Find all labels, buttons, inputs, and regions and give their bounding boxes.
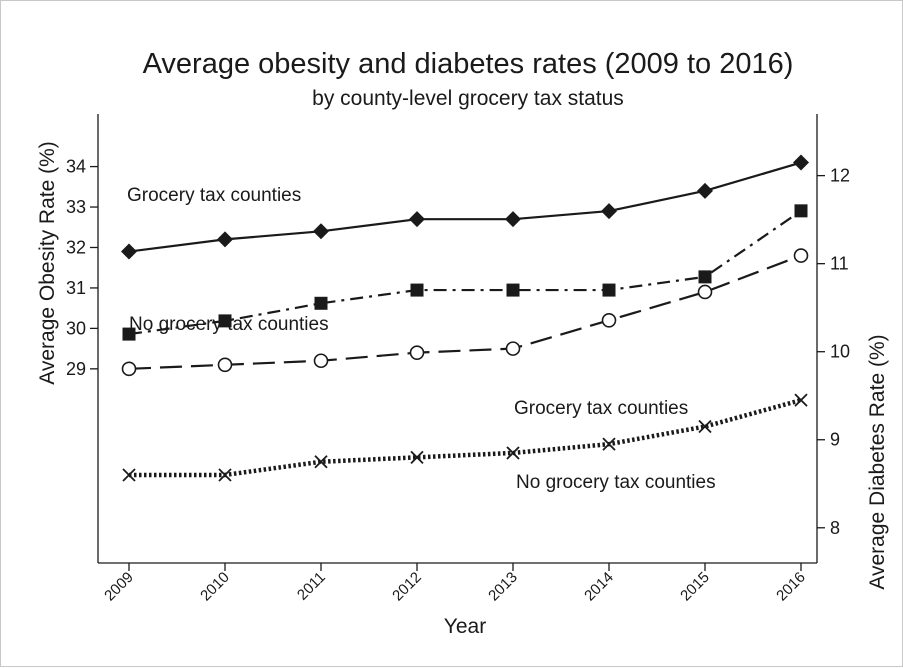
x-marker (314, 455, 328, 469)
series-line (129, 397, 802, 478)
series-3 (122, 393, 808, 482)
left-tick-label: 31 (66, 278, 86, 298)
left-tick-label: 32 (66, 237, 86, 257)
circle-marker (313, 353, 329, 369)
x-ticks: 2009 2010 2011 2012 2013 2014 2015 2016 (101, 563, 809, 604)
diamond-marker (409, 211, 425, 228)
left-tick-label: 29 (66, 359, 86, 379)
series-line (128, 254, 802, 370)
square-marker (506, 283, 520, 297)
x-tick-label: 2010 (197, 569, 233, 605)
x-tick-label: 2009 (101, 569, 137, 605)
annotation-no-grocery-tax-diabetes: No grocery tax counties (516, 472, 716, 493)
right-tick-label: 11 (830, 254, 849, 274)
square-marker (602, 283, 616, 297)
circle-marker (697, 284, 713, 300)
x-marker (410, 450, 424, 464)
right-tick-label: 10 (830, 342, 850, 362)
diamond-marker (793, 154, 809, 171)
x-axis-label: Year (444, 615, 486, 638)
left-tick-label: 33 (66, 197, 86, 217)
left-y-axis-label: Average Obesity Rate (%) (36, 141, 59, 385)
diamond-marker (121, 243, 137, 260)
square-marker (218, 314, 232, 328)
diamond-marker (505, 211, 521, 228)
x-tick-label: 2013 (485, 569, 521, 605)
diamond-marker (313, 223, 329, 240)
right-y-ticks: 8 9 10 11 12 (817, 166, 850, 538)
left-tick-label: 34 (66, 157, 86, 177)
left-y-ticks: 29 30 31 32 33 34 (66, 157, 98, 379)
annotation-no-grocery-tax-obesity: No grocery tax counties (129, 314, 329, 335)
diamond-marker (697, 182, 713, 199)
series-line (128, 161, 802, 253)
diamond-marker (217, 231, 233, 248)
annotation-grocery-tax-obesity: Grocery tax counties (127, 185, 301, 206)
x-marker (602, 437, 616, 451)
square-marker (122, 327, 136, 341)
series-2 (122, 204, 808, 341)
right-tick-label: 8 (830, 518, 840, 538)
series-1 (121, 248, 809, 377)
x-marker (794, 393, 808, 407)
series-0 (121, 154, 809, 260)
square-marker (314, 296, 328, 310)
diamond-marker (601, 203, 617, 220)
x-marker (698, 419, 712, 434)
circle-marker (121, 361, 137, 377)
x-tick-label: 2015 (677, 569, 713, 605)
chart-title: Average obesity and diabetes rates (2009… (143, 48, 794, 80)
square-marker (698, 270, 712, 284)
x-tick-label: 2014 (581, 569, 617, 605)
circle-marker (793, 248, 809, 263)
circle-marker (601, 312, 617, 328)
right-tick-label: 12 (830, 166, 850, 186)
right-tick-label: 9 (830, 430, 840, 450)
x-tick-label: 2012 (389, 569, 425, 605)
circle-marker (505, 341, 521, 356)
annotation-grocery-tax-diabetes: Grocery tax counties (514, 398, 688, 419)
x-marker (506, 446, 520, 460)
x-marker (218, 468, 232, 482)
chart-subtitle: by county-level grocery tax status (312, 87, 624, 110)
x-tick-label: 2016 (773, 569, 809, 605)
circle-marker (409, 345, 425, 360)
circle-marker (217, 357, 233, 373)
series-layer (121, 154, 809, 482)
series-line (128, 209, 802, 336)
x-marker (122, 468, 136, 482)
left-tick-label: 30 (66, 318, 86, 338)
square-marker (794, 204, 808, 218)
square-marker (410, 283, 424, 297)
x-tick-label: 2011 (294, 569, 329, 604)
right-y-axis-label: Average Diabetes Rate (%) (866, 334, 889, 589)
